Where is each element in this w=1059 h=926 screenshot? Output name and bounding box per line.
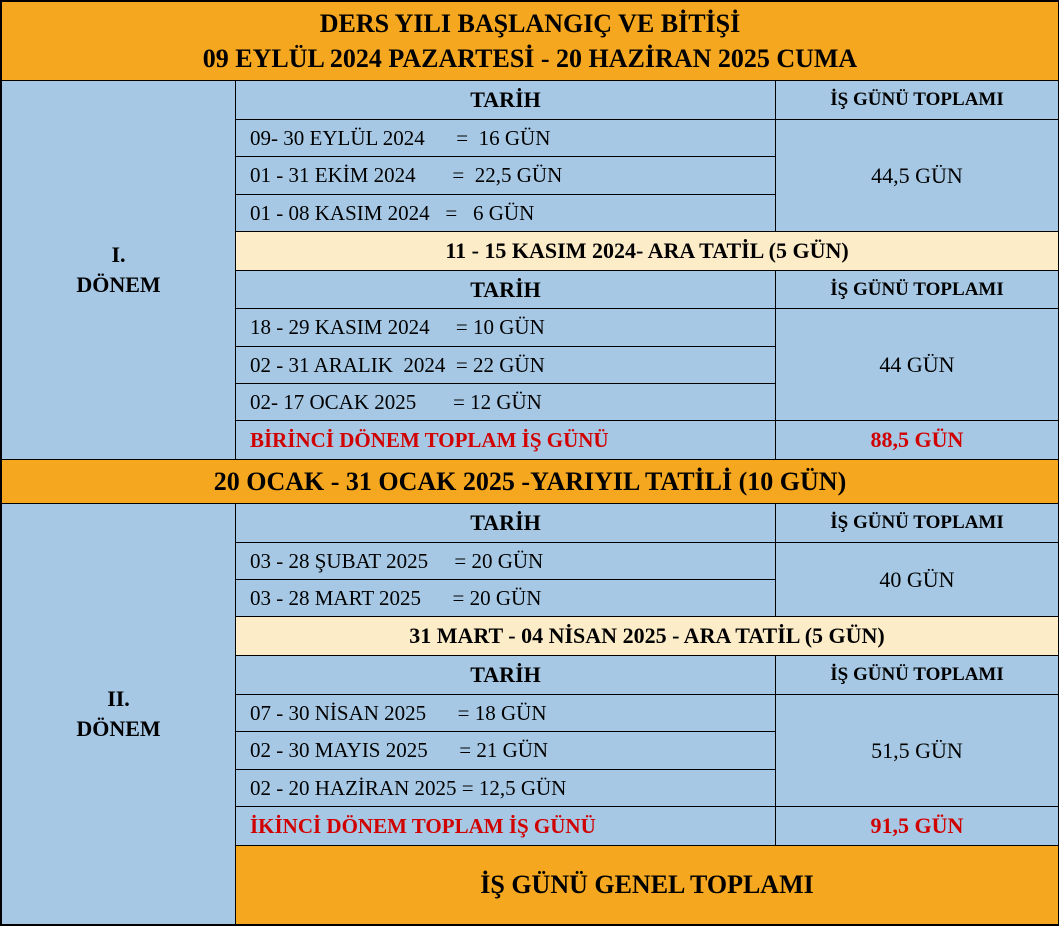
schedule-table: DERS YILI BAŞLANGIÇ VE BİTİŞİ 09 EYLÜL 2… xyxy=(0,0,1059,926)
s1-workdays-header: İŞ GÜNÜ TOPLAMI xyxy=(776,81,1059,120)
grand-label: İŞ GÜNÜ GENEL TOPLAMI xyxy=(236,845,1059,924)
s2-b1-sum: 40 GÜN xyxy=(776,542,1059,617)
s2-workdays-header: İŞ GÜNÜ TOPLAMI xyxy=(776,504,1059,543)
s1-total-value: 88,5 GÜN xyxy=(776,421,1059,460)
s1-b2-row2: 02- 17 OCAK 2025 = 12 GÜN xyxy=(236,383,776,420)
semester2-label-1: II. xyxy=(107,686,130,711)
s1-b1-row2: 01 - 08 KASIM 2024 = 6 GÜN xyxy=(236,194,776,231)
semester1-label-1: I. xyxy=(111,242,125,267)
s2-total-label: İKİNCİ DÖNEM TOPLAM İŞ GÜNÜ xyxy=(236,806,776,845)
s1-midbreak: 11 - 15 KASIM 2024- ARA TATİL (5 GÜN) xyxy=(236,231,1059,270)
s1-b2-sum: 44 GÜN xyxy=(776,309,1059,421)
title-row: DERS YILI BAŞLANGIÇ VE BİTİŞİ 09 EYLÜL 2… xyxy=(2,2,1059,81)
s1-b1-sum: 44,5 GÜN xyxy=(776,119,1059,231)
s2-total-value: 91,5 GÜN xyxy=(776,806,1059,845)
s1-workdays-header2: İŞ GÜNÜ TOPLAMI xyxy=(776,270,1059,309)
semester2-label-2: DÖNEM xyxy=(76,716,160,741)
s2-b1-row0: 03 - 28 ŞUBAT 2025 = 20 GÜN xyxy=(236,542,776,579)
semester1-label-2: DÖNEM xyxy=(76,272,160,297)
s1-b1-row1: 01 - 31 EKİM 2024 = 22,5 GÜN xyxy=(236,157,776,194)
s1-b2-row1: 02 - 31 ARALIK 2024 = 22 GÜN xyxy=(236,346,776,383)
s2-b1-row1: 03 - 28 MART 2025 = 20 GÜN xyxy=(236,580,776,617)
title-line1: DERS YILI BAŞLANGIÇ VE BİTİŞİ xyxy=(320,9,740,38)
semester1-label: I. DÖNEM xyxy=(2,81,236,460)
title-line2: 09 EYLÜL 2024 PAZARTESİ - 20 HAZİRAN 202… xyxy=(203,44,857,73)
semester2-label: II. DÖNEM xyxy=(2,504,236,925)
s2-b2-row0: 07 - 30 NİSAN 2025 = 18 GÜN xyxy=(236,694,776,731)
s2-midbreak: 31 MART - 04 NİSAN 2025 - ARA TATİL (5 G… xyxy=(236,617,1059,656)
s1-b1-row0: 09- 30 EYLÜL 2024 = 16 GÜN xyxy=(236,119,776,156)
s1-date-header2: TARİH xyxy=(236,270,776,309)
s2-b2-row2: 02 - 20 HAZİRAN 2025 = 12,5 GÜN xyxy=(236,769,776,806)
s2-workdays-header2: İŞ GÜNÜ TOPLAMI xyxy=(776,656,1059,695)
s1-date-header: TARİH xyxy=(236,81,776,120)
s2-b2-row1: 02 - 30 MAYIS 2025 = 21 GÜN xyxy=(236,732,776,769)
yariyil-row: 20 OCAK - 31 OCAK 2025 -YARIYIL TATİLİ (… xyxy=(2,460,1059,504)
s1-total-label: BİRİNCİ DÖNEM TOPLAM İŞ GÜNÜ xyxy=(236,421,776,460)
s2-date-header2: TARİH xyxy=(236,656,776,695)
s1-b2-row0: 18 - 29 KASIM 2024 = 10 GÜN xyxy=(236,309,776,346)
s2-b2-sum: 51,5 GÜN xyxy=(776,694,1059,806)
s2-date-header: TARİH xyxy=(236,504,776,543)
